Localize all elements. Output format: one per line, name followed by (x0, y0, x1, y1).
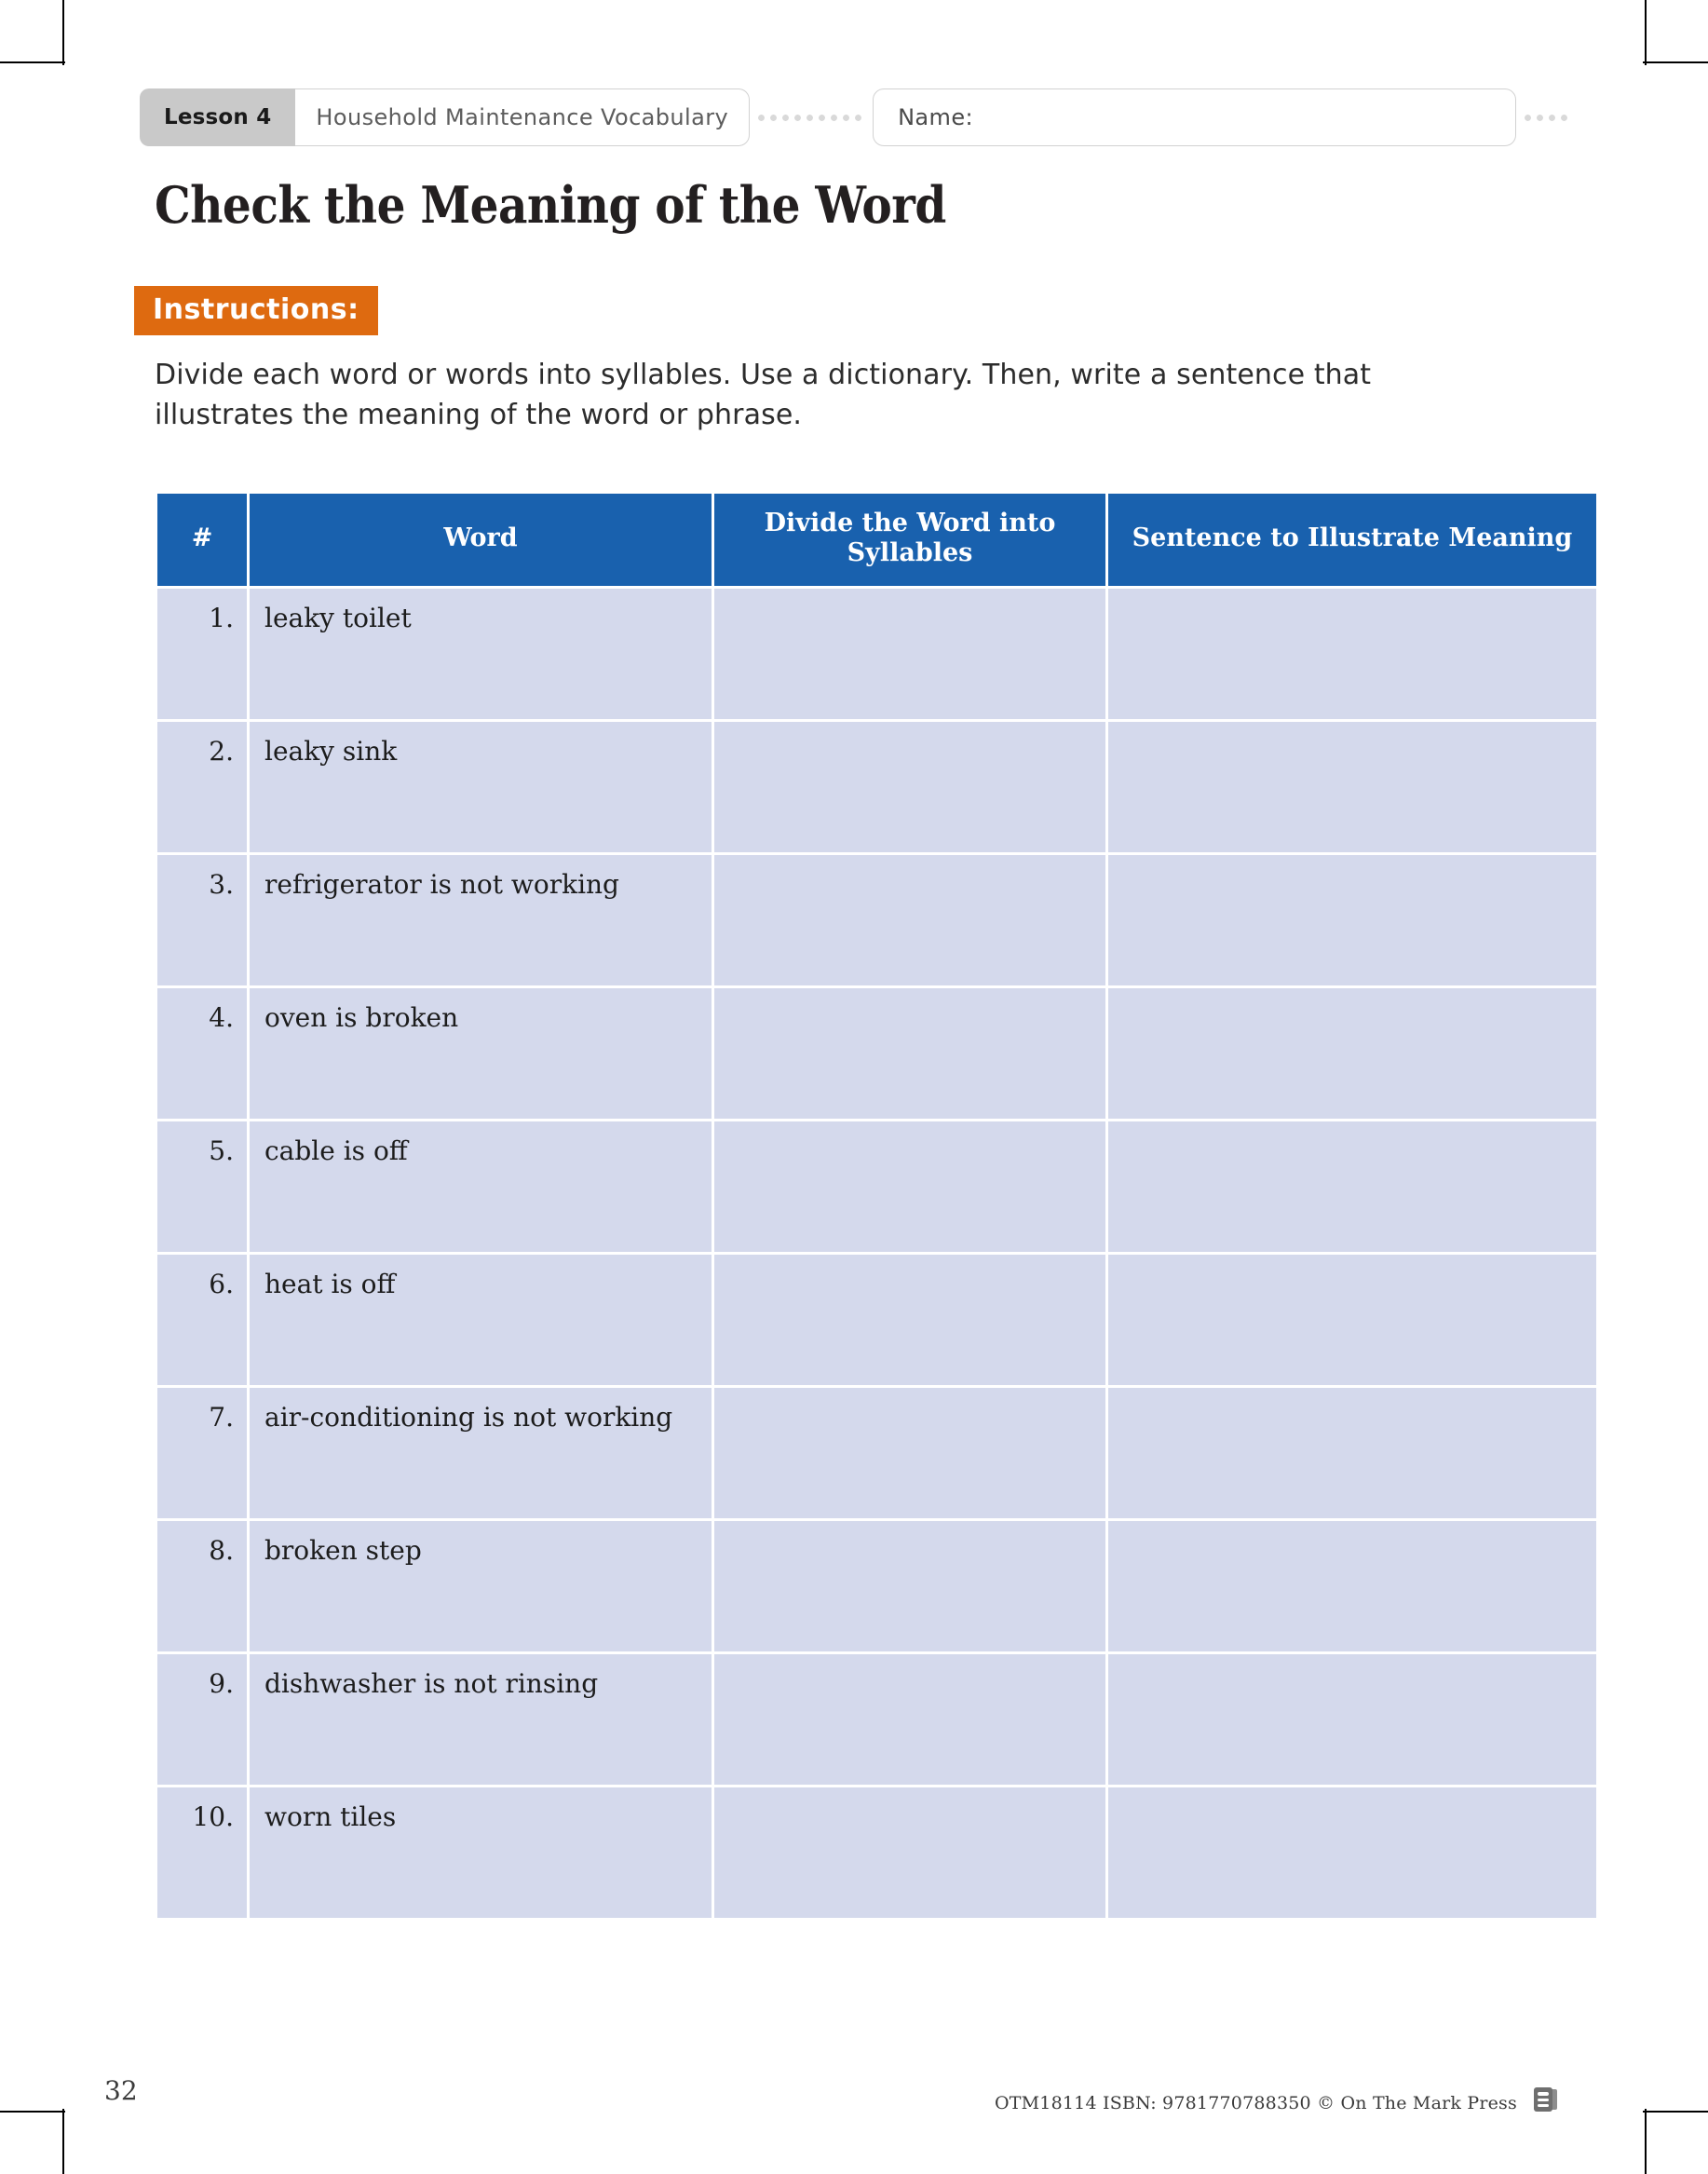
lesson-tab-label: Lesson 4 (164, 105, 272, 129)
crop-mark-bottom-right-horizontal (1643, 2111, 1708, 2113)
row-number: 8. (157, 1520, 247, 1651)
table-row: 5. cable is off (157, 1121, 1596, 1252)
instructions-badge-label: Instructions: (153, 293, 359, 326)
instructions-badge: Instructions: (134, 286, 378, 335)
row-number: 1. (157, 588, 247, 719)
table-header-row: # Word Divide the Word into Syllables Se… (157, 494, 1596, 586)
crop-mark-bottom-right-vertical (1645, 2109, 1647, 2174)
instructions-text: Divide each word or words into syllables… (155, 359, 1372, 431)
row-number: 10. (157, 1787, 247, 1918)
row-word: heat is off (250, 1254, 712, 1385)
vocabulary-table: # Word Divide the Word into Syllables Se… (155, 491, 1599, 1921)
row-word: broken step (250, 1520, 712, 1651)
table-row: 7. air-conditioning is not working (157, 1387, 1596, 1518)
row-word: dishwasher is not rinsing (250, 1653, 712, 1785)
row-word: refrigerator is not working (250, 854, 712, 985)
footer-credit-text: OTM18114 ISBN: 9781770788350 © On The Ma… (995, 2092, 1517, 2113)
table-row: 6. heat is off (157, 1254, 1596, 1385)
crop-mark-top-left-horizontal (0, 61, 65, 63)
crop-mark-top-right-vertical (1645, 0, 1647, 65)
row-number: 6. (157, 1254, 247, 1385)
row-number: 3. (157, 854, 247, 985)
row-sentence-input[interactable] (1108, 1520, 1596, 1651)
row-sentence-input[interactable] (1108, 1387, 1596, 1518)
row-sentence-input[interactable] (1108, 1787, 1596, 1918)
row-sentence-input[interactable] (1108, 854, 1596, 985)
row-number: 9. (157, 1653, 247, 1785)
dot-connector-left (750, 88, 873, 146)
row-syllables-input[interactable] (714, 1520, 1105, 1651)
page-title: Check the Meaning of the Word (155, 175, 946, 235)
row-syllables-input[interactable] (714, 854, 1105, 985)
row-word: air-conditioning is not working (250, 1387, 712, 1518)
table-row: 4. oven is broken (157, 987, 1596, 1119)
row-sentence-input[interactable] (1108, 721, 1596, 852)
row-syllables-input[interactable] (714, 1787, 1105, 1918)
column-header-syllables: Divide the Word into Syllables (714, 494, 1105, 586)
row-syllables-input[interactable] (714, 987, 1105, 1119)
row-number: 2. (157, 721, 247, 852)
row-word: leaky toilet (250, 588, 712, 719)
row-word: oven is broken (250, 987, 712, 1119)
table-row: 2. leaky sink (157, 721, 1596, 852)
column-header-word: Word (250, 494, 712, 586)
table-row: 3. refrigerator is not working (157, 854, 1596, 985)
row-number: 4. (157, 987, 247, 1119)
table-row: 10. worn tiles (157, 1787, 1596, 1918)
crop-mark-top-right-horizontal (1643, 61, 1708, 63)
row-sentence-input[interactable] (1108, 1254, 1596, 1385)
name-field-label: Name: (898, 104, 973, 130)
dotted-line-icon (1522, 113, 1568, 122)
column-header-sentence: Sentence to Illustrate Meaning (1108, 494, 1596, 586)
row-syllables-input[interactable] (714, 1653, 1105, 1785)
crop-mark-top-left-vertical (62, 0, 64, 65)
row-syllables-input[interactable] (714, 1254, 1105, 1385)
crop-mark-bottom-left-horizontal (0, 2111, 65, 2113)
worksheet-header: Lesson 4 Household Maintenance Vocabular… (140, 88, 1574, 146)
row-sentence-input[interactable] (1108, 1121, 1596, 1252)
table-row: 9. dishwasher is not rinsing (157, 1653, 1596, 1785)
row-word: leaky sink (250, 721, 712, 852)
footer-credit: OTM18114 ISBN: 9781770788350 © On The Ma… (995, 2085, 1562, 2121)
table-row: 8. broken step (157, 1520, 1596, 1651)
row-sentence-input[interactable] (1108, 588, 1596, 719)
row-word: cable is off (250, 1121, 712, 1252)
name-field[interactable]: Name: (873, 88, 1516, 146)
dot-connector-right (1516, 88, 1574, 146)
topic-label: Household Maintenance Vocabulary (316, 104, 729, 130)
row-number: 5. (157, 1121, 247, 1252)
row-sentence-input[interactable] (1108, 1653, 1596, 1785)
lesson-tab: Lesson 4 (140, 88, 296, 146)
book-logo-icon (1530, 2085, 1562, 2121)
row-word: worn tiles (250, 1787, 712, 1918)
row-syllables-input[interactable] (714, 588, 1105, 719)
row-syllables-input[interactable] (714, 1387, 1105, 1518)
row-sentence-input[interactable] (1108, 987, 1596, 1119)
crop-mark-bottom-left-vertical (62, 2109, 64, 2174)
dotted-line-icon (755, 113, 868, 122)
column-header-number: # (157, 494, 247, 586)
row-number: 7. (157, 1387, 247, 1518)
page-number: 32 (104, 2075, 138, 2106)
table-row: 1. leaky toilet (157, 588, 1596, 719)
row-syllables-input[interactable] (714, 721, 1105, 852)
topic-box: Household Maintenance Vocabulary (295, 88, 751, 146)
row-syllables-input[interactable] (714, 1121, 1105, 1252)
